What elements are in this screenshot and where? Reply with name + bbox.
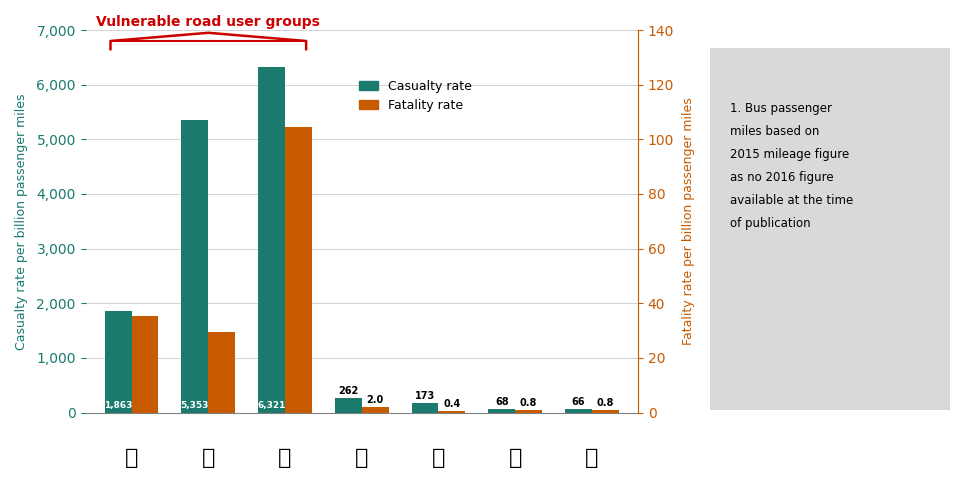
Text: 🚶: 🚶: [125, 448, 138, 468]
Bar: [132, 316, 158, 413]
Text: 104.5: 104.5: [284, 401, 313, 410]
Text: 🚌: 🚌: [432, 448, 445, 468]
Bar: [565, 409, 592, 413]
Text: 🏍: 🏍: [278, 448, 292, 468]
Text: 🚐: 🚐: [509, 448, 522, 468]
Text: 68: 68: [495, 397, 509, 407]
Text: 29.5: 29.5: [210, 401, 233, 410]
Text: 262: 262: [338, 386, 358, 396]
Y-axis label: Casualty rate per billion passenger miles: Casualty rate per billion passenger mile…: [15, 93, 28, 349]
Text: 0.4: 0.4: [444, 399, 461, 409]
Text: 2.0: 2.0: [367, 395, 384, 405]
Text: 1,863: 1,863: [104, 401, 132, 410]
Bar: [335, 398, 362, 413]
Bar: [412, 403, 439, 413]
Legend: Casualty rate, Fatality rate: Casualty rate, Fatality rate: [354, 75, 477, 117]
Bar: [285, 127, 312, 413]
Bar: [258, 67, 285, 413]
Bar: [208, 332, 235, 413]
Text: 0.8: 0.8: [520, 398, 538, 408]
Text: 66: 66: [572, 397, 586, 407]
Y-axis label: Fatality rate per billion passenger miles: Fatality rate per billion passenger mile…: [683, 97, 695, 345]
Text: 1. Bus passenger
miles based on
2015 mileage figure
as no 2016 figure
available : 1. Bus passenger miles based on 2015 mil…: [730, 103, 852, 230]
Text: 6,321: 6,321: [257, 401, 286, 410]
Bar: [105, 311, 132, 413]
Text: 🚴: 🚴: [202, 448, 215, 468]
Text: 🚛: 🚛: [586, 448, 599, 468]
Text: 🚗: 🚗: [355, 448, 369, 468]
Text: 5,353: 5,353: [180, 401, 209, 410]
Text: 173: 173: [415, 391, 435, 401]
Bar: [181, 120, 208, 413]
Bar: [439, 412, 466, 413]
Text: Vulnerable road user groups: Vulnerable road user groups: [96, 15, 321, 29]
Bar: [592, 410, 619, 413]
Text: 0.8: 0.8: [597, 398, 614, 408]
Bar: [489, 409, 516, 413]
Bar: [362, 407, 389, 413]
Text: 35.4: 35.4: [133, 401, 156, 410]
Bar: [516, 410, 542, 413]
